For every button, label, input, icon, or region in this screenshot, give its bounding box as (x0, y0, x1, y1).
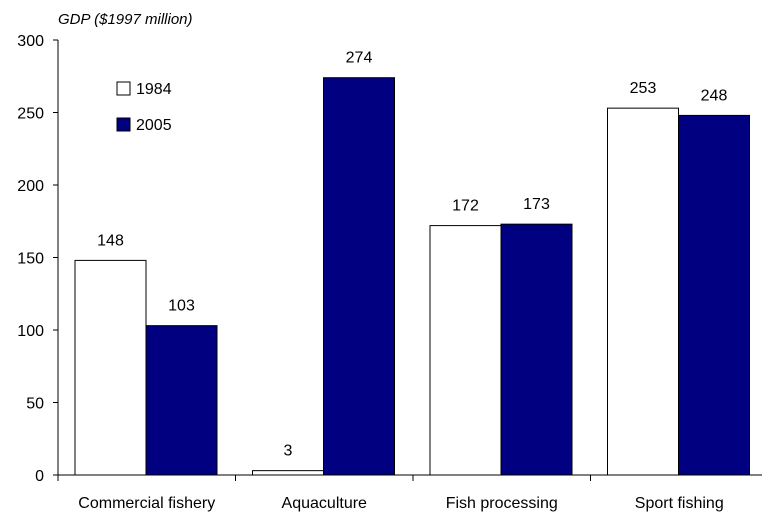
value-labels: 148 3 172 253 103 274 173 248 (97, 50, 727, 460)
axes: 0 50 100 150 200 250 300 Commercial fishery Aqua… (17, 33, 762, 512)
chart-title: GDP ($1997 million) (58, 11, 193, 28)
bar-1984 (429, 225, 502, 476)
x-tick-label: Sport fishing (635, 495, 724, 512)
data-label: 253 (630, 80, 657, 97)
y-tick-label: 100 (17, 323, 44, 340)
data-label: 148 (97, 232, 124, 249)
legend-swatch-2005 (116, 117, 131, 132)
data-label: 3 (284, 443, 293, 460)
bar-1984 (607, 107, 679, 476)
legend-label: 1984 (136, 81, 172, 98)
data-label: 248 (701, 87, 728, 104)
data-label: 103 (168, 298, 195, 315)
x-tick-label: Aquaculture (282, 495, 367, 512)
y-tick-label: 300 (17, 33, 44, 50)
y-tick-label: 150 (17, 251, 44, 268)
y-tick-label: 250 (17, 106, 44, 123)
legend-swatch-1984 (116, 81, 131, 96)
bar-2005 (500, 223, 573, 476)
bars (74, 77, 750, 476)
y-tick-label: 0 (35, 468, 44, 485)
data-label: 172 (452, 198, 479, 215)
bar-1984 (74, 259, 147, 476)
legend-label: 2005 (136, 117, 172, 134)
y-tick-label: 50 (26, 396, 44, 413)
bar-2005 (678, 114, 750, 476)
x-tick-label: Commercial fishery (78, 495, 215, 512)
data-label: 274 (346, 50, 373, 67)
bar-2005 (323, 77, 395, 476)
x-tick-label: Fish processing (446, 495, 558, 512)
bar-1984 (252, 470, 324, 476)
data-label: 173 (523, 196, 550, 213)
bar-2005 (145, 325, 218, 476)
legend: 1984 2005 (116, 81, 172, 134)
y-tick-label: 200 (17, 178, 44, 195)
